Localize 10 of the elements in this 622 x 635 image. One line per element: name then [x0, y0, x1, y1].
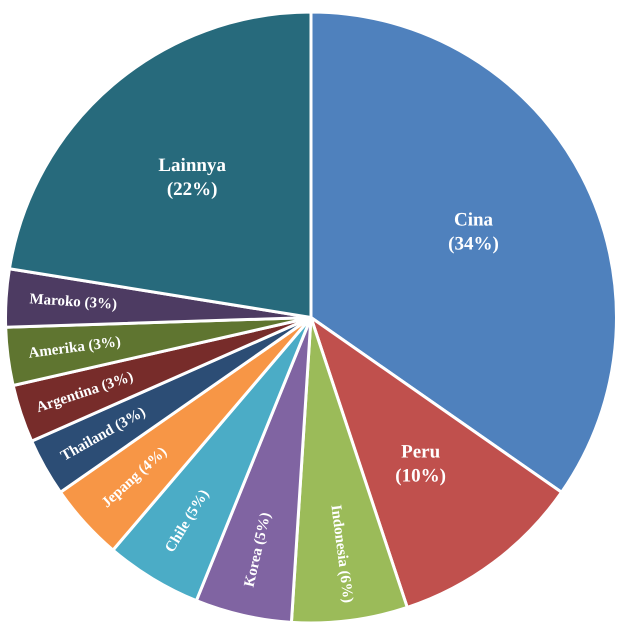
slice-label: Lainnya [158, 154, 226, 176]
slice-label: Korea (5%) [242, 510, 274, 589]
data-label: (10%) [395, 465, 446, 486]
data-label: (34%) [448, 234, 499, 255]
slice-label: Cina [454, 210, 494, 231]
slice-label: Amerika (3%) [28, 334, 122, 362]
data-label: (22%) [166, 178, 218, 200]
slice-label: Indonesia (6%) [327, 504, 356, 604]
slice-label: Maroko (3%) [28, 291, 118, 313]
slice-label: Peru [401, 441, 441, 462]
